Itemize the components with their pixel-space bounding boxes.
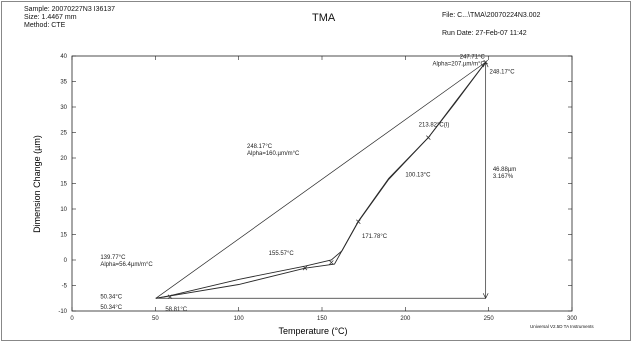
y-tick-label: 10 — [60, 207, 67, 213]
y-tick-label: 35 — [60, 80, 67, 86]
x-tick-label: 50 — [152, 316, 159, 322]
method-label: Method: CTE — [24, 22, 66, 29]
data-annotation: 213.82°C(I) — [419, 122, 450, 128]
y-tick-label: -5 — [62, 284, 68, 290]
point-marker — [356, 219, 361, 224]
x-tick-label: 300 — [567, 316, 578, 322]
size-label: Size: 1.4467 mm — [24, 14, 77, 21]
point-marker — [167, 294, 173, 299]
x-tick-label: 200 — [400, 316, 411, 322]
x-tick-label: 100 — [234, 316, 245, 322]
sample-info: Sample: 20070227N3 I36137 Size: 1.4467 m… — [24, 6, 115, 30]
y-axis-label: Dimension Change (µm) — [32, 135, 42, 233]
data-annotation: 3.167% — [493, 174, 514, 180]
y-tick-label: -10 — [58, 309, 67, 315]
chart-title: TMA — [312, 12, 336, 24]
data-annotation: 50.34°C — [100, 294, 122, 300]
data-annotation: 46.88µm — [493, 167, 516, 173]
data-annotation: 155.57°C — [269, 251, 295, 257]
plot-area — [71, 55, 573, 312]
point-marker — [426, 135, 431, 140]
x-tick-label: 150 — [317, 316, 328, 322]
y-tick-label: 15 — [60, 233, 67, 239]
data-annotation: 248.17°C — [490, 69, 516, 75]
y-tick-label: 25 — [60, 131, 67, 137]
run-date-label: Run Date: 27-Feb-07 11:42 — [442, 30, 527, 37]
data-annotation: 58.81°C — [165, 307, 187, 313]
data-annotation: 50.34°C — [100, 305, 122, 311]
y-tick-label: 30 — [60, 105, 67, 111]
data-annotation: 247.71°C — [460, 55, 486, 61]
data-annotation: 171.78°C — [362, 234, 388, 240]
point-marker — [483, 59, 488, 65]
x-axis-label: Temperature (°C) — [278, 326, 347, 336]
point-marker — [302, 265, 308, 271]
data-annotation: 100.13°C — [405, 172, 431, 178]
y-tick-label: 40 — [60, 54, 67, 60]
data-annotation: Alpha=207.µm/m°C — [432, 62, 485, 68]
x-tick-label: 250 — [484, 316, 495, 322]
software-footer: Universal V2.5D TA Instruments — [530, 324, 594, 329]
data-annotation: Alpha=56.4µm/m°C — [100, 262, 153, 268]
point-marker — [329, 260, 334, 265]
arrow-head-bottom — [482, 293, 489, 300]
file-label: File: C...\TMA\20070224N3.002 — [442, 12, 541, 19]
data-annotation: 248.17°C — [247, 144, 273, 150]
series-line-3 — [155, 61, 486, 299]
y-tick-label: 20 — [60, 156, 67, 162]
data-annotation: 139.77°C — [100, 255, 126, 261]
x-tick-label: 0 — [70, 316, 74, 322]
series-line-2 — [155, 61, 487, 299]
sample-label: Sample: 20070227N3 I36137 — [24, 6, 116, 13]
data-annotation: Alpha=160.µm/m°C — [247, 151, 300, 157]
y-tick-label: 15 — [60, 182, 67, 188]
y-tick-label: 0 — [64, 258, 68, 264]
